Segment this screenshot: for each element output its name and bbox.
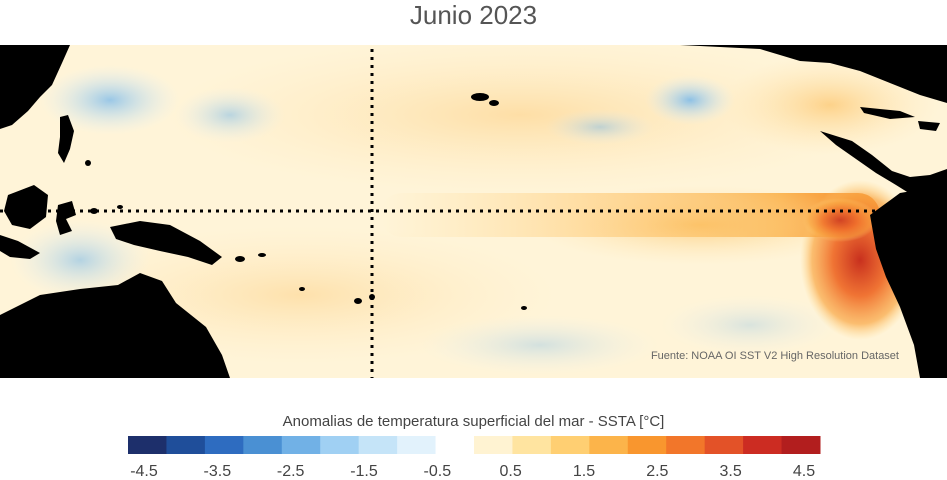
philippines: [58, 115, 74, 163]
ssta-field: [0, 45, 940, 375]
australia: [0, 273, 230, 378]
colorbar-cell: [704, 436, 744, 454]
ssta-map: [0, 45, 947, 378]
colorbar-cell: [589, 436, 629, 454]
sumatra-java: [0, 235, 40, 259]
colorbar-cells: [128, 436, 821, 454]
hispaniola: [918, 121, 940, 131]
sulawesi: [56, 201, 76, 235]
colorbar-cell: [512, 436, 552, 454]
land: [0, 45, 947, 378]
colorbar: -4.5 -3.5 -2.5 -1.5 -0.5 0.5 1.5 2.5 3.5 4.5: [128, 436, 821, 480]
new-guinea: [110, 221, 222, 265]
cuba: [860, 107, 915, 119]
south-america: [870, 185, 947, 378]
colorbar-tick-label: -3.5: [204, 463, 232, 480]
colorbar-tick-label: 3.5: [720, 463, 742, 480]
map-title: Junio 2023: [409, 0, 538, 30]
colorbar-cell: [627, 436, 667, 454]
colorbar-tick-label: 0.5: [500, 463, 522, 480]
colorbar-cell: [781, 436, 821, 454]
colorbar-cell: [550, 436, 590, 454]
colorbar-cell: [397, 436, 437, 454]
colorbar-cell: [358, 436, 398, 454]
colorbar-tick-label: -1.5: [350, 463, 378, 480]
colorbar-tick-label: 4.5: [793, 463, 815, 480]
colorbar-cell: [128, 436, 167, 454]
colorbar-cell: [281, 436, 321, 454]
colorbar-cell: [166, 436, 206, 454]
colorbar-cell: [474, 436, 513, 454]
colorbar-cell: [435, 436, 475, 454]
colorbar-cell: [204, 436, 244, 454]
colorbar-tick-label: 1.5: [573, 463, 595, 480]
colorbar-tick-label: 2.5: [646, 463, 668, 480]
borneo: [4, 185, 48, 229]
colorbar-tick-label: -4.5: [130, 463, 158, 480]
colorbar-tick-label: -2.5: [277, 463, 305, 480]
colorbar-tick-label: -0.5: [424, 463, 452, 480]
colorbar-cell: [743, 436, 783, 454]
colorbar-labels: -4.5 -3.5 -2.5 -1.5 -0.5 0.5 1.5 2.5 3.5 4.5: [130, 463, 815, 480]
colorbar-cell: [243, 436, 283, 454]
ssta-map-canvas: [0, 45, 947, 378]
colorbar-cell: [666, 436, 706, 454]
data-source-note: Fuente: NOAA OI SST V2 High Resolution D…: [650, 350, 899, 362]
colorbar-title: Anomalias de temperatura superficial del…: [282, 413, 665, 430]
colorbar-cell: [320, 436, 360, 454]
asia-mainland: [0, 45, 70, 129]
central-america: [820, 131, 947, 201]
north-america: [680, 45, 947, 103]
